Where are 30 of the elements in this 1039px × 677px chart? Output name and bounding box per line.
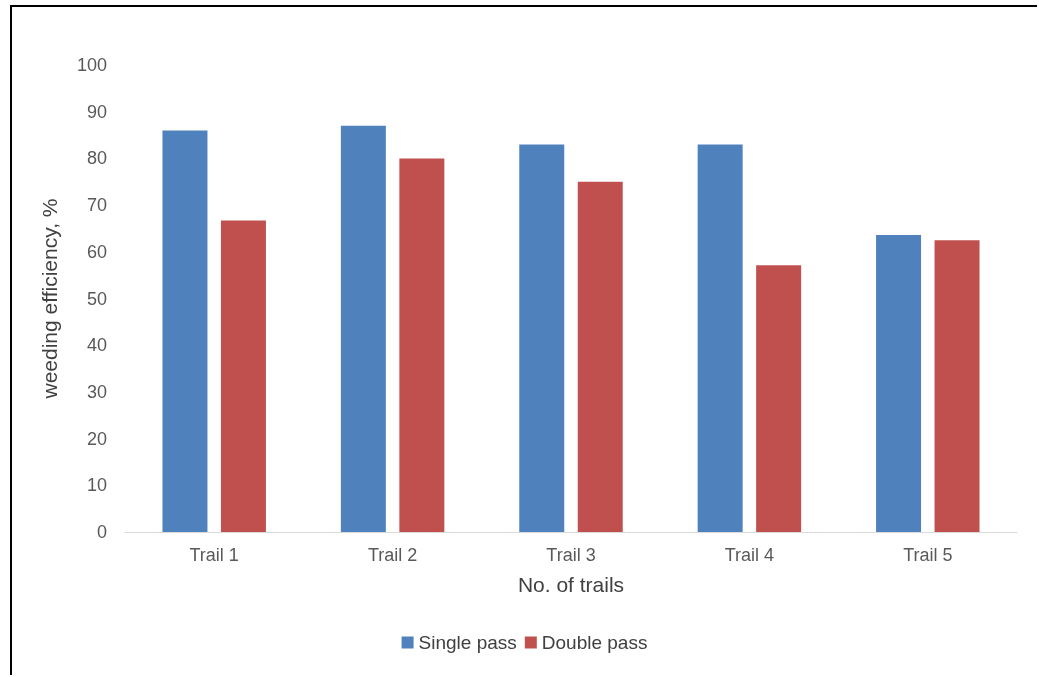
- x-tick-label: Trail 1: [189, 545, 239, 565]
- y-tick-label: 50: [86, 288, 107, 309]
- y-tick-label: 30: [86, 381, 107, 402]
- bar: [876, 234, 922, 532]
- y-tick-label: 60: [86, 241, 107, 262]
- bar: [756, 265, 802, 532]
- bar: [577, 181, 623, 532]
- y-tick-label: 20: [86, 428, 107, 449]
- y-tick-label: 80: [86, 148, 107, 169]
- x-tick-label: Trail 2: [367, 545, 418, 565]
- y-tick-label: 10: [86, 475, 107, 496]
- x-tick-label: Trail 3: [546, 545, 596, 565]
- y-tick-label: 70: [86, 195, 107, 216]
- x-tick-label: Trail 5: [903, 545, 953, 565]
- bar: [220, 220, 266, 532]
- y-axis-title: weeding efficiency, %: [38, 198, 61, 400]
- legend-label: Double pass: [541, 632, 648, 653]
- bar: [934, 240, 980, 532]
- y-tick-label: 40: [86, 335, 107, 356]
- x-tick-label: Trail 4: [724, 545, 775, 565]
- bar: [399, 158, 445, 532]
- bar: [519, 144, 565, 532]
- bar: [162, 130, 208, 532]
- y-tick-label: 90: [86, 101, 107, 122]
- bar: [697, 144, 743, 532]
- y-tick-label: 100: [76, 55, 107, 75]
- x-axis-title: No. of trails: [517, 573, 625, 596]
- bar: [340, 125, 386, 532]
- y-tick-label: 0: [96, 522, 107, 542]
- legend-label: Single pass: [418, 632, 517, 653]
